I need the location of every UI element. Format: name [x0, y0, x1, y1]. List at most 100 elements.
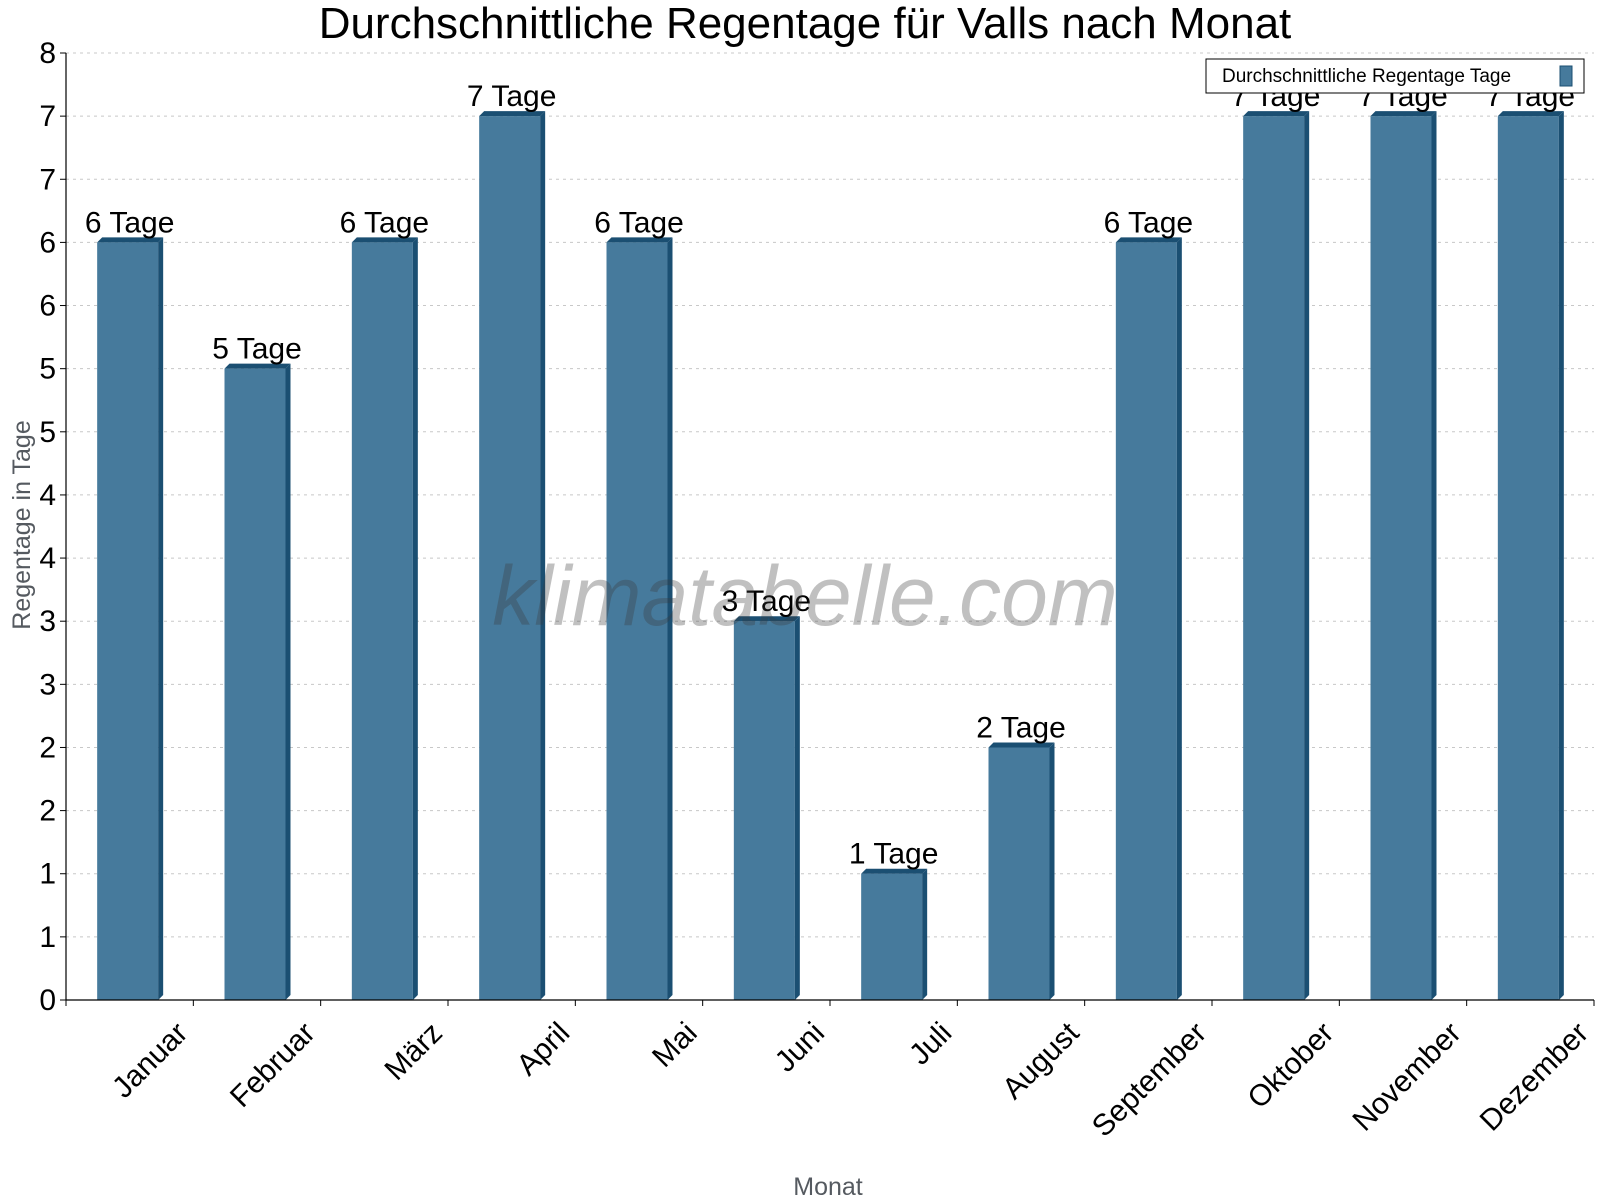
data-label: 6 Tage — [1104, 206, 1194, 239]
x-tick-label: Februar — [224, 1016, 322, 1114]
y-tick-label: 1 — [39, 921, 56, 954]
x-tick-label: Mai — [646, 1016, 704, 1074]
bar-top — [861, 868, 928, 874]
bar-side — [158, 237, 164, 1000]
bar-side — [1304, 111, 1310, 1001]
watermark: klimatabelle.com — [492, 549, 1118, 643]
data-label: 3 Tage — [722, 585, 812, 618]
data-label: 5 Tage — [212, 333, 302, 366]
bar — [479, 111, 546, 1001]
bar — [1115, 237, 1182, 1000]
x-tick-label: November — [1346, 1016, 1467, 1137]
bar-front — [1497, 116, 1559, 1001]
bar-side — [1176, 237, 1182, 1000]
x-axis-title: Monat — [793, 1173, 863, 1200]
bar-front — [1243, 116, 1305, 1001]
x-tick-label: Juli — [903, 1016, 958, 1071]
bar-front — [733, 621, 795, 1000]
bar-top — [1370, 111, 1437, 117]
y-tick-label: 0 — [39, 984, 56, 1017]
x-axis-ticks: Januar Februar März April Mai Juni Juli August S… — [65, 1000, 1595, 1143]
y-tick-label: 5 — [39, 416, 56, 449]
bar-top — [1243, 111, 1310, 117]
y-tick-label: 7 — [39, 163, 56, 196]
x-tick-label: August — [996, 1016, 1086, 1106]
legend: Durchschnittliche Regentage Tage — [1205, 58, 1585, 94]
bar-top — [224, 363, 291, 369]
bar-top — [988, 742, 1055, 748]
bar-side — [1558, 111, 1564, 1001]
x-tick-label: September — [1086, 1016, 1213, 1143]
bar — [733, 616, 800, 1000]
y-axis-title: Regentage in Tage — [8, 420, 36, 629]
x-tick-label: Dezember — [1474, 1016, 1595, 1137]
y-tick-label: 8 — [39, 37, 56, 70]
bar-side — [667, 237, 673, 1000]
bar-front — [606, 242, 668, 1000]
bar-front — [988, 747, 1050, 1000]
bar-top — [1497, 111, 1564, 117]
y-tick-label: 2 — [39, 795, 56, 828]
bar-side — [1431, 111, 1437, 1001]
y-tick-label: 5 — [39, 353, 56, 386]
bar — [224, 363, 291, 1001]
legend-swatch — [1559, 65, 1573, 87]
bar — [97, 237, 164, 1000]
y-tick-label: 3 — [39, 605, 56, 638]
y-tick-label: 4 — [39, 479, 56, 512]
bar-side — [1049, 742, 1055, 1000]
y-axis-ticks: 0 1 1 2 2 3 3 4 4 5 5 6 6 7 7 8 — [39, 37, 66, 1017]
data-labels: 6 Tage 5 Tage 6 Tage 7 Tage 6 Tage 3 Tage 1 Ta… — [85, 80, 1575, 871]
x-tick-label: Juni — [769, 1016, 831, 1078]
bar — [988, 742, 1055, 1000]
data-label: 6 Tage — [594, 206, 684, 239]
bar — [1243, 111, 1310, 1001]
bar-top — [479, 111, 546, 117]
y-tick-label: 4 — [39, 542, 56, 575]
bar — [351, 237, 418, 1000]
y-tick-label: 3 — [39, 668, 56, 701]
x-tick-label: März — [379, 1016, 449, 1086]
y-tick-label: 6 — [39, 226, 56, 259]
bar — [1497, 111, 1564, 1001]
y-tick-label: 7 — [39, 100, 56, 133]
bar — [606, 237, 673, 1000]
bar-front — [479, 116, 541, 1001]
y-tick-label: 2 — [39, 731, 56, 764]
data-label: 1 Tage — [849, 838, 939, 871]
y-tick-label: 1 — [39, 858, 56, 891]
bar-side — [922, 868, 928, 1000]
bar-front — [1115, 242, 1177, 1000]
legend-box — [1205, 58, 1585, 94]
gridlines — [66, 52, 1594, 938]
data-label: 2 Tage — [976, 711, 1066, 744]
bar-side — [794, 616, 800, 1000]
bar-top — [1115, 237, 1182, 243]
bar-front — [1370, 116, 1432, 1001]
bar-side — [540, 111, 546, 1001]
data-label: 7 Tage — [467, 80, 557, 113]
chart-title: Durchschnittliche Regentage für Valls na… — [319, 0, 1292, 48]
bars — [97, 111, 1564, 1001]
bar-front — [861, 873, 923, 1000]
bar-front — [224, 368, 286, 1001]
bar-side — [412, 237, 418, 1000]
bar — [861, 868, 928, 1000]
bar-side — [285, 363, 291, 1001]
data-label: 6 Tage — [85, 206, 175, 239]
bar-top — [97, 237, 164, 243]
y-tick-label: 6 — [39, 290, 56, 323]
bar-top — [733, 616, 800, 622]
data-label: 6 Tage — [340, 206, 430, 239]
bar-front — [351, 242, 413, 1000]
bar-top — [606, 237, 673, 243]
bar — [1370, 111, 1437, 1001]
bar-front — [97, 242, 159, 1000]
bar-top — [351, 237, 418, 243]
legend-label: Durchschnittliche Regentage Tage — [1222, 66, 1511, 87]
x-tick-label: Oktober — [1242, 1016, 1341, 1115]
x-tick-label: Januar — [106, 1016, 194, 1104]
x-tick-label: April — [511, 1016, 577, 1082]
axes — [65, 53, 1594, 1001]
